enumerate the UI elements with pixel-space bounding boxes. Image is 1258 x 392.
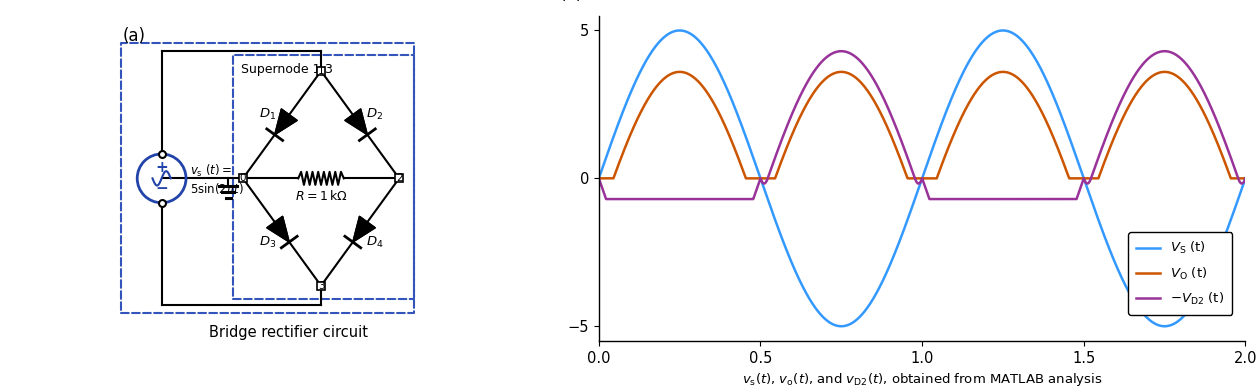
Text: $v_\mathrm{s}\ (t)=$: $v_\mathrm{s}\ (t)=$ [190,163,233,179]
Text: $D_3$: $D_3$ [259,235,277,250]
$-V_\mathrm{D2}$ (t) [599,197,614,201]
Text: $5\sin(2\pi t)$: $5\sin(2\pi t)$ [190,181,244,196]
Polygon shape [274,109,297,135]
$V_\mathrm{S}$ (t) [624,89,639,93]
Text: Supernode 1-3: Supernode 1-3 [242,63,333,76]
Text: (a): (a) [122,27,146,45]
$V_\mathrm{S}$ (t) [1238,176,1253,181]
$-V_\mathrm{D2}$ (t) [624,197,639,201]
Bar [317,67,325,75]
Text: 1: 1 [318,66,325,76]
$-V_\mathrm{D2}$ (t) [1106,118,1121,122]
Text: (b): (b) [560,0,584,3]
Line: $V_\mathrm{S}$ (t): $V_\mathrm{S}$ (t) [599,31,1245,326]
$V_\mathrm{S}$ (t) [825,322,840,327]
Text: +: + [155,160,169,176]
X-axis label: $v_\mathrm{s}(t)$, $v_\mathrm{o}(t)$, and $v_\mathrm{D2}(t)$, obtained from MATL: $v_\mathrm{s}(t)$, $v_\mathrm{o}(t)$, an… [742,371,1102,388]
Text: −: − [155,181,169,196]
$-V_\mathrm{D2}$ (t) [1157,49,1172,54]
$-V_\mathrm{D2}$ (t) [1003,197,1018,201]
$V_\mathrm{S}$ (t) [1071,160,1086,165]
Line: $-V_\mathrm{D2}$ (t): $-V_\mathrm{D2}$ (t) [599,51,1245,199]
$-V_\mathrm{D2}$ (t) [1071,192,1086,196]
Bar [239,174,247,182]
$V_\mathrm{O}$ (t) [1071,176,1086,181]
Text: $R = 1\,\mathrm{k}\Omega$: $R = 1\,\mathrm{k}\Omega$ [294,189,347,203]
Polygon shape [345,109,367,135]
$V_\mathrm{O}$ (t) [624,130,639,135]
Text: $D_2$: $D_2$ [366,107,384,122]
Text: 2: 2 [396,173,403,183]
$V_\mathrm{S}$ (t) [1003,29,1018,34]
Text: $D_1$: $D_1$ [259,107,276,122]
$V_\mathrm{S}$ (t) [591,176,606,181]
$V_\mathrm{O}$ (t) [591,176,606,181]
Text: $D_4$: $D_4$ [366,235,384,250]
$V_\mathrm{S}$ (t) [974,41,989,45]
Legend: $V_\mathrm{S}$ (t), $V_\mathrm{O}$ (t), $-V_\mathrm{D2}$ (t): $V_\mathrm{S}$ (t), $V_\mathrm{O}$ (t), … [1128,232,1233,315]
Polygon shape [267,216,289,242]
Bar [395,174,403,182]
$V_\mathrm{O}$ (t) [672,69,687,74]
$V_\mathrm{O}$ (t) [1106,138,1121,143]
$V_\mathrm{O}$ (t) [974,82,989,87]
$V_\mathrm{S}$ (t) [672,28,687,33]
$V_\mathrm{S}$ (t) [1157,324,1172,328]
$-V_\mathrm{D2}$ (t) [1238,176,1253,181]
Text: 3: 3 [318,281,325,291]
Line: $V_\mathrm{O}$ (t): $V_\mathrm{O}$ (t) [599,72,1245,178]
$-V_\mathrm{D2}$ (t) [974,197,989,201]
$V_\mathrm{O}$ (t) [1003,71,1018,76]
Text: Bridge rectifier circuit: Bridge rectifier circuit [209,325,369,340]
$V_\mathrm{O}$ (t) [1238,176,1253,181]
$-V_\mathrm{D2}$ (t) [825,51,840,55]
$-V_\mathrm{D2}$ (t) [591,176,606,181]
Bar [317,282,325,290]
$V_\mathrm{S}$ (t) [1106,255,1121,260]
Text: 0: 0 [240,173,247,183]
Polygon shape [352,216,375,242]
$V_\mathrm{O}$ (t) [825,71,840,76]
